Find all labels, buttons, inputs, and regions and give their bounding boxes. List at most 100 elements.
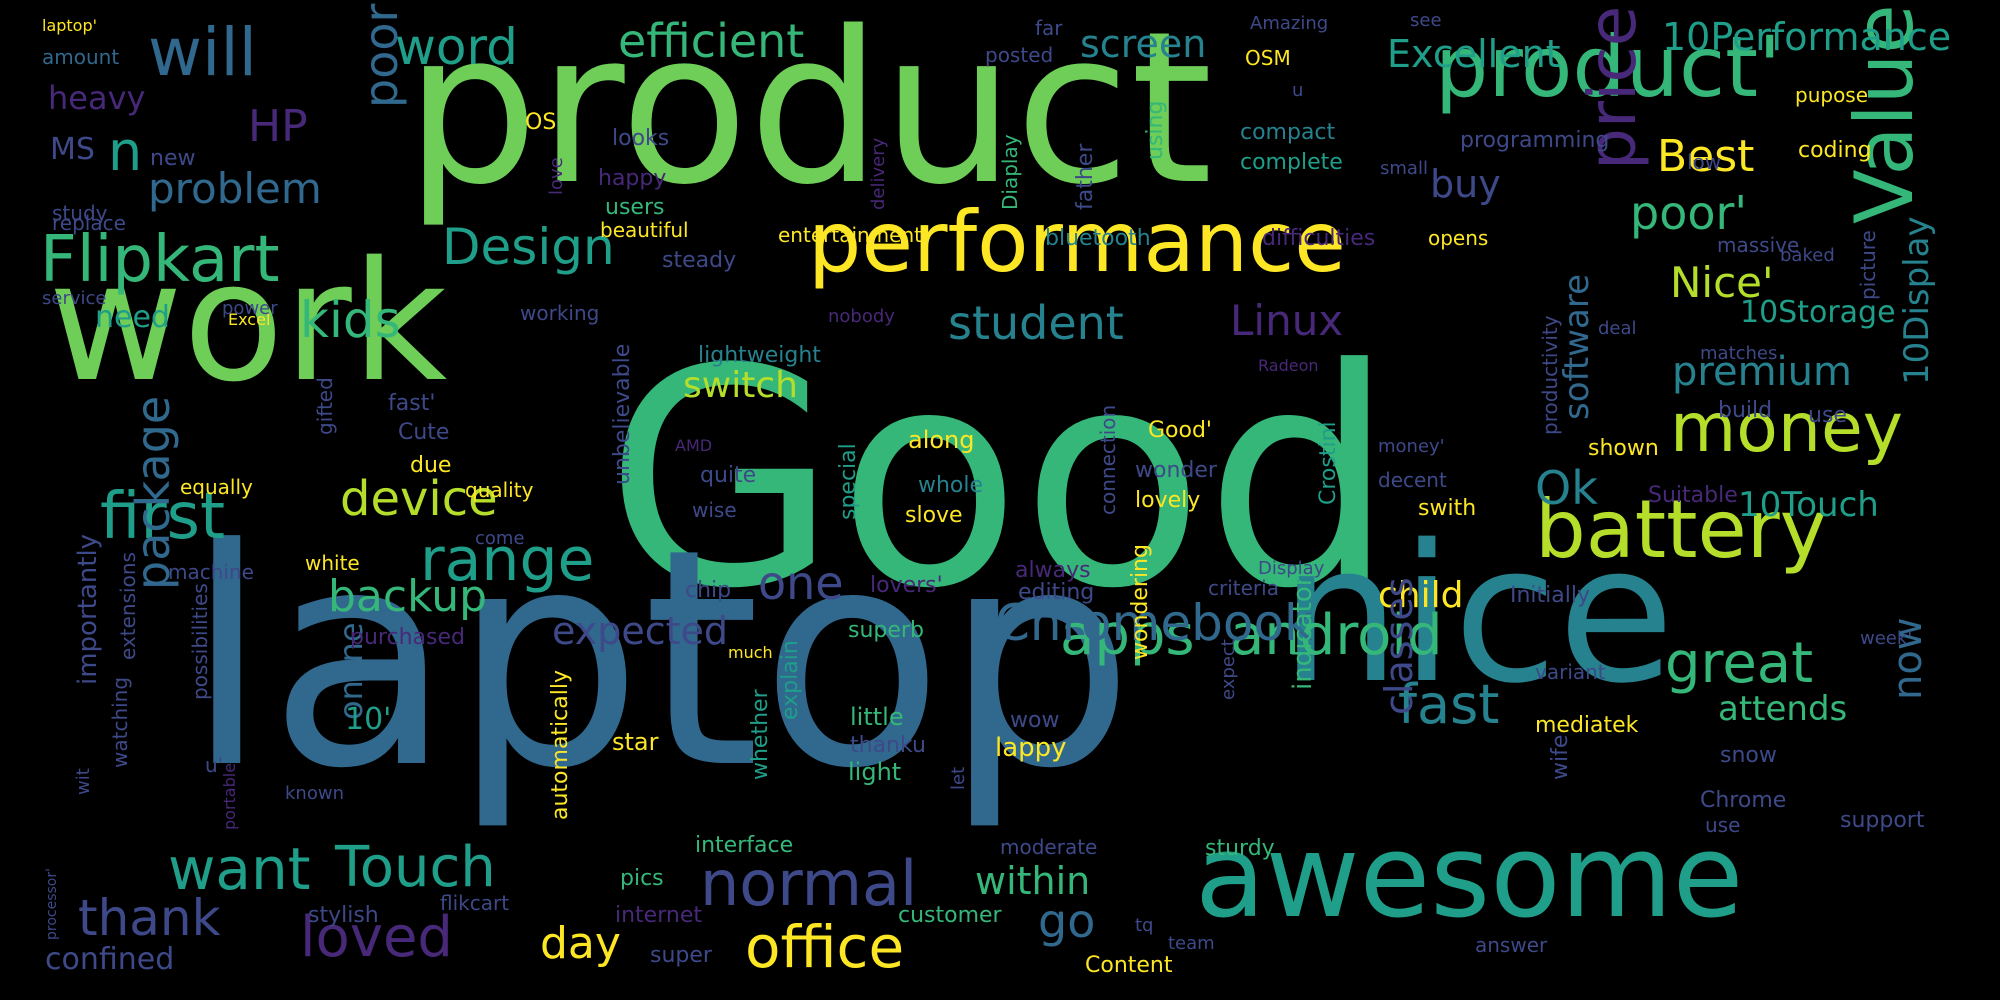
word-android: android bbox=[1230, 603, 1443, 668]
word-excellent: Excellent bbox=[1387, 32, 1561, 76]
word-always: always bbox=[1015, 558, 1091, 583]
word-difficulties: difficulties bbox=[1262, 226, 1376, 251]
word-thank: thank bbox=[78, 889, 221, 947]
word-suitable: Suitable bbox=[1648, 483, 1738, 508]
word-coding: coding bbox=[1798, 138, 1872, 163]
word-performance: performance bbox=[808, 193, 1346, 291]
word-compact: compact bbox=[1240, 120, 1336, 145]
word-sturdy: sturdy bbox=[1205, 836, 1275, 861]
word-expect: expect bbox=[1218, 639, 1239, 700]
word-gifted: gifted bbox=[313, 377, 337, 435]
word-fast: fast' bbox=[388, 391, 436, 416]
word-known: known bbox=[285, 783, 344, 804]
word-range: range bbox=[420, 525, 595, 595]
word-go: go bbox=[1038, 894, 1096, 948]
word-swith: swith bbox=[1418, 496, 1477, 521]
word-posted: posted bbox=[985, 43, 1054, 67]
word-switch: switch bbox=[683, 365, 798, 406]
word-much: much bbox=[728, 643, 773, 662]
word-premium: premium bbox=[1672, 349, 1852, 395]
word-love: love bbox=[546, 157, 567, 195]
word-awesome: awesome bbox=[1195, 810, 1744, 944]
word-within: within bbox=[975, 859, 1091, 903]
word-10storage: 10Storage bbox=[1740, 295, 1896, 330]
word-software: software bbox=[1557, 273, 1597, 420]
word-radeon: Radeon bbox=[1258, 356, 1319, 375]
word-power: power bbox=[222, 298, 278, 319]
word-looks: looks bbox=[612, 126, 670, 151]
word-10performance: 10Performance bbox=[1662, 15, 1952, 59]
word-study: study bbox=[52, 201, 108, 225]
word-special: special bbox=[836, 443, 861, 520]
word-buy: buy bbox=[1430, 162, 1501, 206]
word-one: one bbox=[758, 556, 844, 610]
word-loved: loved bbox=[300, 905, 453, 970]
word-users: users bbox=[605, 195, 665, 220]
word-wonder: wonder bbox=[1135, 458, 1217, 483]
word-u: u' bbox=[205, 753, 224, 777]
word-mediatek: mediatek bbox=[1535, 713, 1639, 738]
word-variant: variant bbox=[1535, 660, 1606, 684]
word-work: work bbox=[48, 226, 448, 418]
word-lappy: lappy bbox=[995, 733, 1067, 763]
word-white: white bbox=[305, 551, 360, 575]
word-display: Display bbox=[1258, 558, 1325, 579]
word-picture: picture bbox=[1856, 230, 1880, 300]
word-superb: superb bbox=[848, 618, 924, 643]
word-use: use bbox=[1705, 813, 1741, 837]
word-pics: pics bbox=[620, 866, 664, 891]
word-flikcart: flikcart bbox=[440, 891, 510, 915]
word-nice: Nice' bbox=[1670, 258, 1774, 307]
word-service: service bbox=[42, 288, 107, 309]
word-chrome: Chrome bbox=[1700, 788, 1787, 813]
word-delivery: delivery bbox=[868, 137, 889, 210]
word-diaplay: Diaplay bbox=[998, 134, 1022, 210]
word-u: u bbox=[1292, 80, 1304, 101]
word-connection: connection bbox=[1096, 404, 1120, 515]
word-want: want bbox=[168, 835, 311, 903]
word-programming: programming bbox=[1460, 128, 1610, 153]
word-light: light bbox=[848, 758, 902, 786]
word-massive: massive bbox=[1717, 233, 1800, 257]
word-backup: backup bbox=[328, 571, 488, 622]
word-day: day bbox=[540, 918, 621, 969]
word-child: child bbox=[1378, 575, 1464, 616]
word-expected: expected bbox=[552, 609, 728, 653]
word-attends: attends bbox=[1718, 689, 1848, 729]
word-equally: equally bbox=[180, 475, 253, 499]
word-thanku: thanku bbox=[850, 733, 927, 758]
word-use: use bbox=[1808, 403, 1847, 428]
word-device: device bbox=[340, 471, 498, 527]
word-crostini: Crostini bbox=[1316, 421, 1341, 505]
word-laptop: laptop bbox=[185, 485, 1135, 834]
word-matches: matches bbox=[1700, 343, 1778, 364]
word-office: office bbox=[745, 913, 905, 981]
word-cute: Cute bbox=[398, 420, 450, 445]
word-steady: steady bbox=[662, 248, 737, 273]
word-snow: snow bbox=[1720, 743, 1777, 768]
word-amazing: Amazing bbox=[1250, 13, 1329, 34]
word-wise: wise bbox=[692, 498, 737, 522]
word-poor: poor bbox=[354, 4, 408, 109]
word-good: Good' bbox=[1148, 418, 1212, 443]
word-amd: AMD bbox=[675, 436, 713, 455]
word-will: will bbox=[148, 14, 257, 91]
word-complete: complete bbox=[1240, 150, 1343, 175]
word-design: Design bbox=[442, 218, 615, 276]
word-apps: apps bbox=[1060, 603, 1195, 668]
word-linux: Linux bbox=[1230, 296, 1344, 345]
word-quite: quite bbox=[700, 463, 757, 488]
word-heavy: heavy bbox=[48, 79, 146, 117]
word-automatically: automatically bbox=[548, 670, 573, 820]
word-interface: interface bbox=[695, 833, 794, 858]
word-lightweight: lightweight bbox=[698, 343, 821, 368]
word-kids: kids bbox=[300, 291, 401, 349]
word-week: week' bbox=[1860, 628, 1913, 649]
word-chromebook: Chromebook bbox=[995, 594, 1313, 652]
word-best: Best bbox=[1657, 131, 1755, 182]
word-answer: answer bbox=[1475, 933, 1548, 957]
word-extensions: extensions bbox=[116, 552, 140, 660]
word-lovely: lovely bbox=[1135, 488, 1201, 513]
word-wondering: wondering bbox=[1128, 544, 1153, 660]
